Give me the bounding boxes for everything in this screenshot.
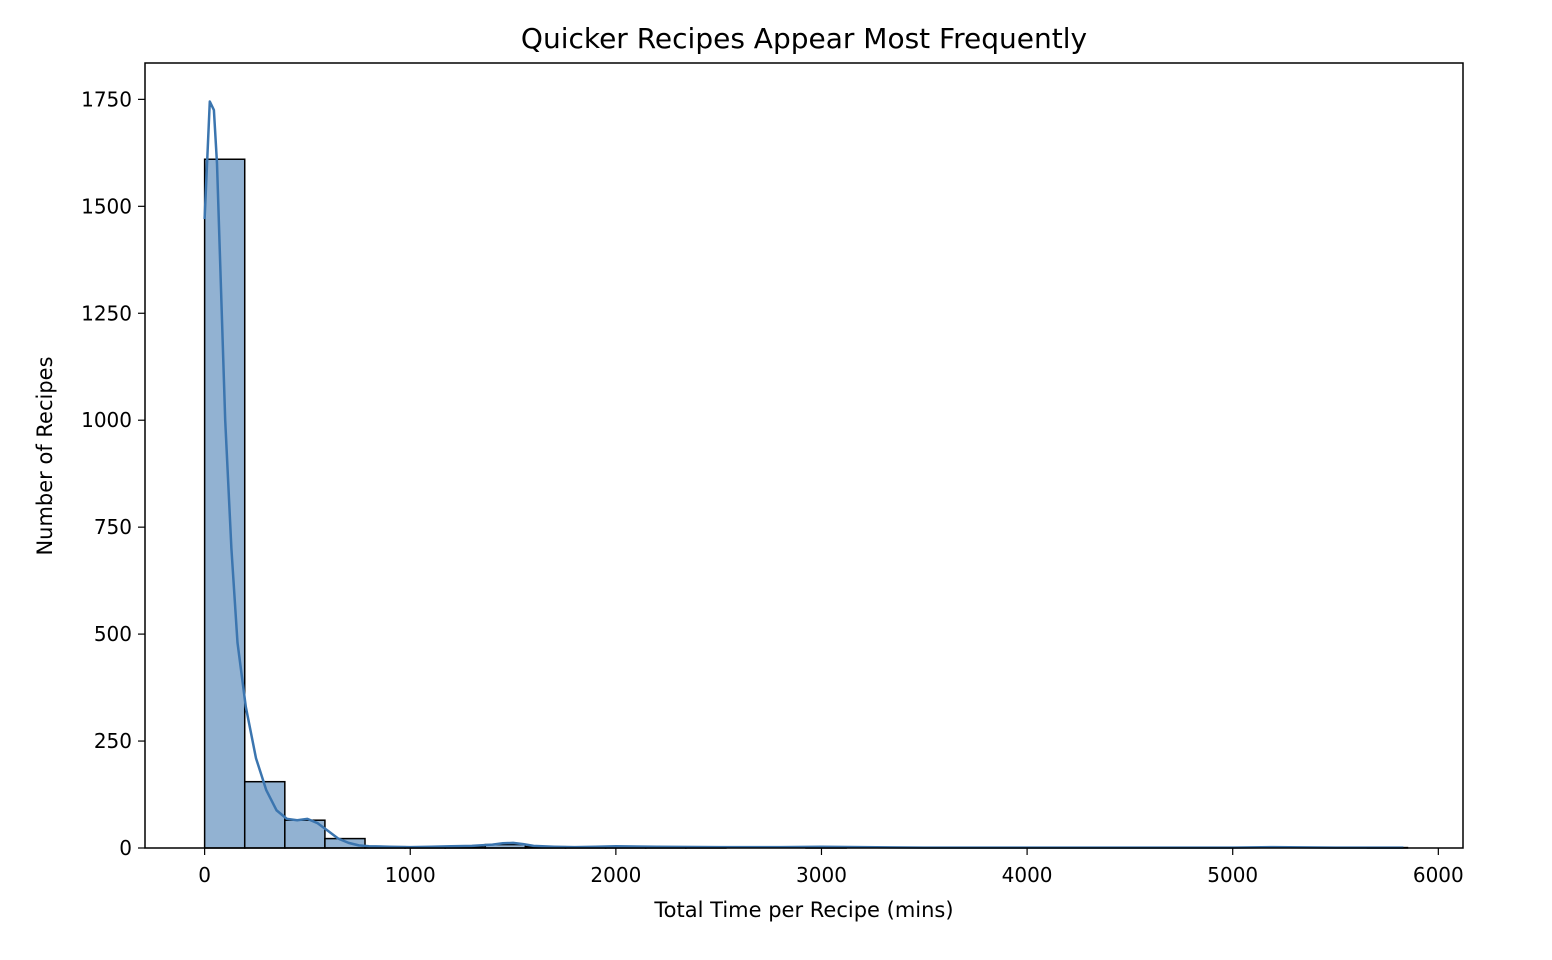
chart-title: Quicker Recipes Appear Most Frequently: [521, 22, 1087, 55]
histogram-bars: [205, 159, 1408, 848]
x-tick-label: 4000: [1002, 863, 1053, 887]
y-tick-label: 1000: [81, 408, 132, 432]
y-axis-label: Number of Recipes: [33, 356, 57, 555]
x-tick-label: 2000: [590, 863, 641, 887]
y-tick-label: 1250: [81, 301, 132, 325]
histogram-bar: [245, 782, 285, 848]
kde-curve-layer: [205, 102, 1404, 848]
y-tick-label: 0: [119, 836, 132, 860]
y-tick-label: 750: [94, 515, 132, 539]
kde-line: [205, 102, 1404, 848]
plot-frame: [145, 63, 1463, 848]
y-tick-label: 500: [94, 622, 132, 646]
y-axis-ticks: 0 250 500 750 1000 1250 1500 1750: [81, 87, 145, 860]
y-tick-label: 1750: [81, 87, 132, 111]
x-axis-label: Total Time per Recipe (mins): [653, 898, 953, 922]
y-tick-label: 1500: [81, 194, 132, 218]
histogram-bar: [205, 159, 245, 848]
x-tick-label: 6000: [1413, 863, 1464, 887]
x-tick-label: 5000: [1207, 863, 1258, 887]
x-axis-ticks: 0 1000 2000 3000 4000 5000 6000: [198, 848, 1464, 887]
x-tick-label: 3000: [796, 863, 847, 887]
y-tick-label: 250: [94, 729, 132, 753]
x-tick-label: 1000: [385, 863, 436, 887]
x-tick-label: 0: [198, 863, 211, 887]
